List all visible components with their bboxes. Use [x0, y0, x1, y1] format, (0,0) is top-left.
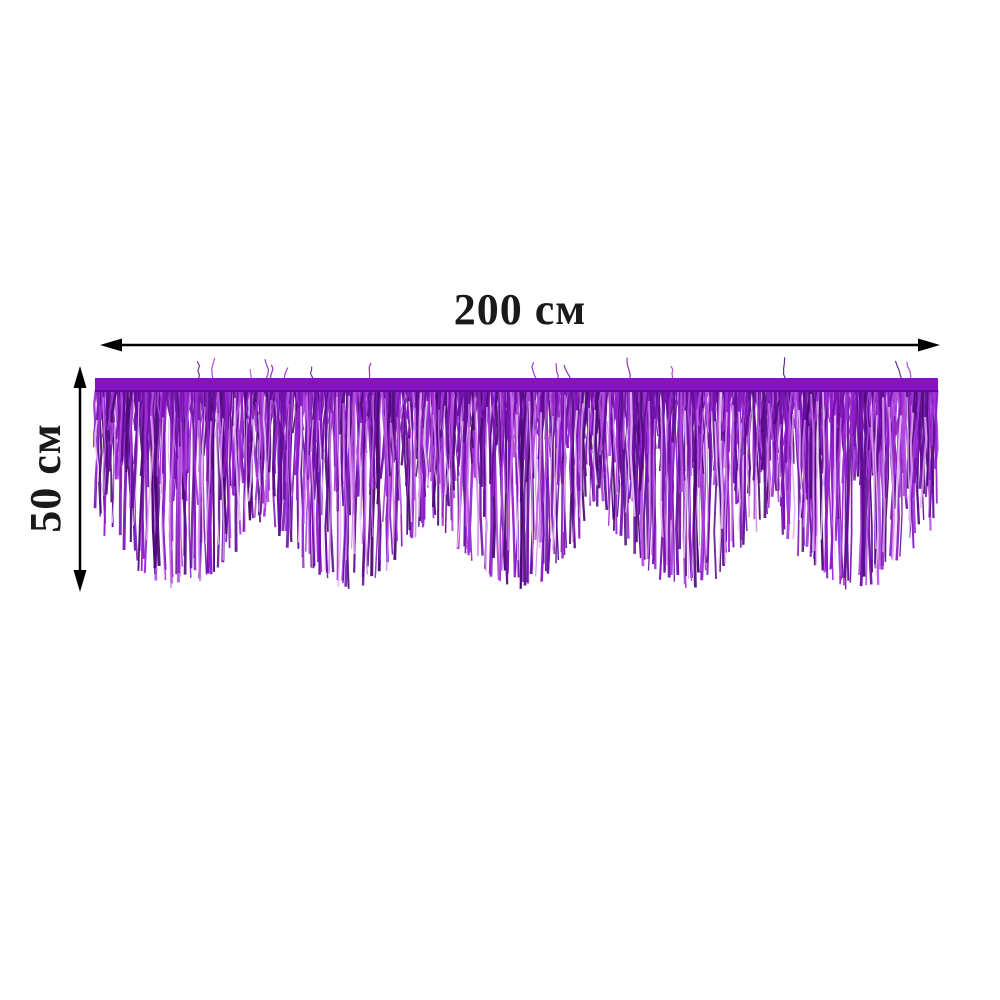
- width-dimension-label: 200 см: [453, 285, 587, 334]
- width-arrowhead-right-icon: [918, 338, 940, 352]
- height-dimension-arrow: [73, 366, 87, 592]
- height-arrowhead-top-icon: [73, 366, 87, 388]
- height-arrowhead-bottom-icon: [73, 570, 87, 592]
- garland-header-bar: [95, 378, 938, 392]
- width-dimension-arrow: [100, 338, 940, 352]
- width-arrowhead-left-icon: [100, 338, 122, 352]
- garland-header-bar-edge: [95, 390, 938, 392]
